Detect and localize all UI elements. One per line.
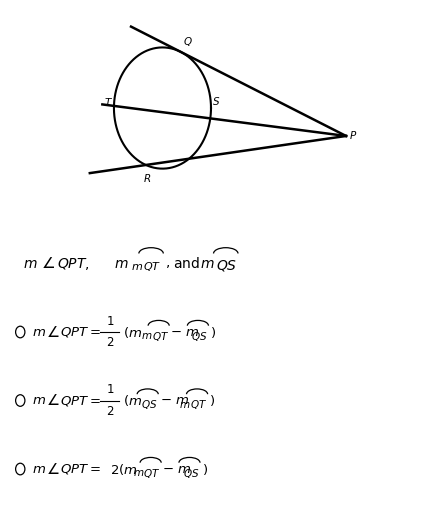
Text: $QT$: $QT$ <box>152 330 169 343</box>
Text: $(m$: $(m$ <box>123 393 142 408</box>
Text: $2$: $2$ <box>106 405 114 417</box>
Text: Q: Q <box>184 36 192 46</box>
Text: $-\ m$: $-\ m$ <box>162 463 192 475</box>
Text: $-\ m$: $-\ m$ <box>170 326 200 338</box>
Text: $1$: $1$ <box>106 315 114 328</box>
Text: $m$: $m$ <box>141 331 153 341</box>
Text: $m$: $m$ <box>133 469 144 478</box>
Text: $QT$: $QT$ <box>190 398 207 411</box>
Text: $QPT,$: $QPT,$ <box>57 256 90 271</box>
Text: T: T <box>104 98 111 108</box>
Text: $m$: $m$ <box>32 463 46 475</box>
Text: R: R <box>143 174 151 184</box>
Text: $)$: $)$ <box>209 393 215 408</box>
Text: $-\ m$: $-\ m$ <box>160 394 189 407</box>
Text: $\mathrm{and}$: $\mathrm{and}$ <box>173 256 200 271</box>
Text: $QPT=$: $QPT=$ <box>60 462 101 476</box>
Text: $)$: $)$ <box>202 462 208 476</box>
Text: $QS$: $QS$ <box>183 467 199 480</box>
Text: $QS$: $QS$ <box>141 398 157 411</box>
Text: $)$: $)$ <box>210 325 216 339</box>
Text: $m$: $m$ <box>32 394 46 407</box>
Text: $QT$: $QT$ <box>143 467 161 480</box>
Text: $QS$: $QS$ <box>216 258 237 272</box>
Text: S: S <box>213 97 219 107</box>
Text: $2$: $2$ <box>106 336 114 349</box>
Text: $2(m$: $2(m$ <box>110 462 137 476</box>
Text: $\angle$: $\angle$ <box>46 462 60 476</box>
Text: $m$: $m$ <box>179 400 191 409</box>
Text: $m$: $m$ <box>200 257 215 270</box>
Text: $QPT=$: $QPT=$ <box>60 394 101 407</box>
Text: P: P <box>349 131 356 141</box>
Text: $m$: $m$ <box>131 262 143 271</box>
Text: $m$: $m$ <box>114 257 129 270</box>
Text: $1$: $1$ <box>106 384 114 396</box>
Text: $m$: $m$ <box>32 326 46 338</box>
Text: $\angle$: $\angle$ <box>41 256 55 271</box>
Text: $\angle$: $\angle$ <box>46 393 60 408</box>
Text: $QS$: $QS$ <box>191 330 208 343</box>
Text: $(m$: $(m$ <box>123 325 142 339</box>
Text: $QPT=$: $QPT=$ <box>60 325 101 339</box>
Text: $\angle$: $\angle$ <box>46 325 60 339</box>
Text: $,$: $,$ <box>165 257 170 270</box>
Text: $QT$: $QT$ <box>143 260 162 273</box>
Text: $m$: $m$ <box>23 257 38 270</box>
